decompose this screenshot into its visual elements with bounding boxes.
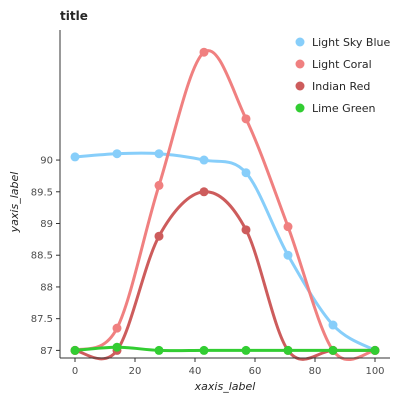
- data-point-lime-green: [328, 345, 338, 355]
- data-point-lime-green: [112, 342, 122, 352]
- series-indian-red: [70, 187, 380, 361]
- x-tick-label: 20: [129, 366, 142, 377]
- legend-item-lime-green: Lime Green: [295, 102, 376, 115]
- series-lime-green: [70, 342, 380, 355]
- series-line-light-coral: [73, 49, 377, 361]
- legend-item-indian-red: Indian Red: [295, 80, 370, 93]
- data-point-light-sky-blue: [241, 168, 251, 178]
- data-point-light-sky-blue: [199, 155, 209, 165]
- data-point-lime-green: [70, 345, 80, 355]
- legend-swatch-light-sky-blue: [295, 37, 305, 47]
- legend-item-light-coral: Light Coral: [295, 58, 372, 71]
- x-tick-label: 60: [249, 366, 262, 377]
- legend-swatch-light-coral: [295, 59, 305, 69]
- data-point-light-sky-blue: [328, 320, 338, 330]
- legend: Light Sky Blue Light Coral Indian Red Lime …: [295, 36, 390, 115]
- data-point-indian-red: [199, 187, 209, 197]
- y-tick-label: 89.5: [31, 187, 53, 198]
- x-tick-label: 100: [365, 366, 384, 377]
- series-line-indian-red: [73, 190, 377, 361]
- x-axis-title: xaxis_label: [194, 380, 256, 393]
- x-tick-label: 80: [309, 366, 322, 377]
- series-light-coral: [70, 47, 380, 361]
- chart-title: title: [60, 9, 88, 23]
- y-axis-title: yaxis_label: [8, 172, 21, 234]
- data-point-light-sky-blue: [283, 250, 293, 260]
- data-point-lime-green: [370, 345, 380, 355]
- legend-item-light-sky-blue: Light Sky Blue: [295, 36, 390, 49]
- data-point-lime-green: [283, 345, 293, 355]
- data-point-lime-green: [199, 345, 209, 355]
- y-tick-label: 87: [40, 346, 53, 357]
- data-point-light-coral: [241, 114, 251, 124]
- series-layer: [70, 47, 380, 361]
- y-tick-label: 89: [40, 219, 53, 230]
- data-point-light-sky-blue: [112, 149, 122, 159]
- data-point-light-sky-blue: [154, 149, 164, 159]
- legend-label-indian-red: Indian Red: [312, 80, 370, 93]
- legend-swatch-indian-red: [295, 81, 305, 91]
- data-point-light-coral: [283, 222, 293, 232]
- data-point-light-coral: [199, 47, 209, 57]
- y-tick-label: 88.5: [31, 251, 53, 262]
- y-tick-label: 90: [40, 156, 53, 167]
- data-point-light-sky-blue: [70, 152, 80, 162]
- legend-label-light-coral: Light Coral: [312, 58, 372, 71]
- x-tick-label: 40: [189, 366, 202, 377]
- data-point-light-coral: [112, 323, 122, 333]
- series-line-light-sky-blue: [73, 151, 377, 352]
- data-point-lime-green: [154, 345, 164, 355]
- x-axis: 0 20 40 60 80 100: [60, 357, 390, 377]
- legend-label-light-sky-blue: Light Sky Blue: [312, 36, 390, 49]
- data-point-light-coral: [154, 180, 164, 190]
- data-point-indian-red: [154, 231, 164, 241]
- y-tick-label: 88: [40, 282, 53, 293]
- y-axis: 87 87.5 88 88.5 89 89.5 90: [31, 30, 61, 358]
- data-point-indian-red: [241, 225, 251, 235]
- legend-label-lime-green: Lime Green: [312, 102, 376, 115]
- x-tick-label: 0: [72, 366, 78, 377]
- y-tick-label: 87.5: [31, 314, 53, 325]
- data-point-lime-green: [241, 345, 251, 355]
- legend-swatch-lime-green: [295, 103, 305, 113]
